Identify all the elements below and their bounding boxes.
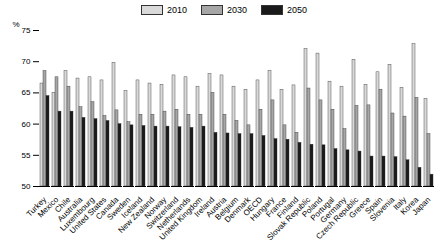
svg-text:Germany: Germany [318, 195, 349, 225]
svg-text:Mexico: Mexico [35, 195, 61, 220]
svg-text:Iceland: Iceland [119, 195, 145, 220]
svg-text:Japan: Japan [410, 195, 432, 217]
svg-text:Luxembourg: Luxembourg [58, 195, 97, 233]
svg-text:New Zealand: New Zealand [116, 195, 157, 235]
svg-text:65: 65 [22, 88, 31, 97]
svg-text:70: 70 [22, 57, 31, 66]
svg-text:France: France [264, 195, 289, 220]
svg-text:Spain: Spain [363, 195, 385, 216]
svg-text:Belgium: Belgium [213, 195, 241, 222]
svg-text:Netherlands: Netherlands [155, 195, 193, 233]
svg-text:50: 50 [22, 182, 31, 191]
svg-text:Greece: Greece [347, 195, 373, 221]
svg-text:Chile: Chile [53, 195, 73, 215]
svg-text:Slovak Republic: Slovak Republic [265, 195, 313, 243]
svg-text:Korea: Korea [398, 195, 421, 217]
svg-text:OECD: OECD [241, 195, 265, 218]
svg-text:Finland: Finland [275, 195, 301, 221]
svg-text:Austria: Austria [204, 195, 229, 220]
html-text:2030: 2030 [227, 4, 247, 15]
svg-text:Poland: Poland [300, 195, 325, 220]
svg-text:Australia: Australia [55, 195, 85, 224]
svg-text:Slovenia: Slovenia [368, 195, 396, 223]
svg-text:Czech Republic: Czech Republic [314, 195, 361, 242]
html-text:2050: 2050 [287, 4, 307, 15]
svg-text:Turkey: Turkey [24, 195, 49, 219]
svg-text:%: % [13, 20, 20, 29]
svg-text:Hungary: Hungary [248, 195, 277, 223]
svg-text:Norway: Norway [142, 195, 169, 221]
svg-text:55: 55 [22, 151, 31, 160]
svg-text:United Kingdom: United Kingdom [157, 195, 205, 242]
svg-text:United States: United States [67, 195, 109, 236]
svg-text:Italy: Italy [391, 195, 409, 212]
svg-text:Sweden: Sweden [105, 195, 133, 222]
svg-text:60: 60 [22, 120, 31, 129]
svg-text:Switzerland: Switzerland [144, 195, 181, 231]
svg-text:Ireland: Ireland [192, 195, 217, 219]
svg-text:Canada: Canada [94, 195, 121, 222]
svg-text:Portugal: Portugal [308, 195, 337, 223]
svg-text:Denmark: Denmark [222, 195, 253, 225]
html-text:2010: 2010 [167, 4, 187, 15]
svg-text:75: 75 [22, 26, 31, 35]
